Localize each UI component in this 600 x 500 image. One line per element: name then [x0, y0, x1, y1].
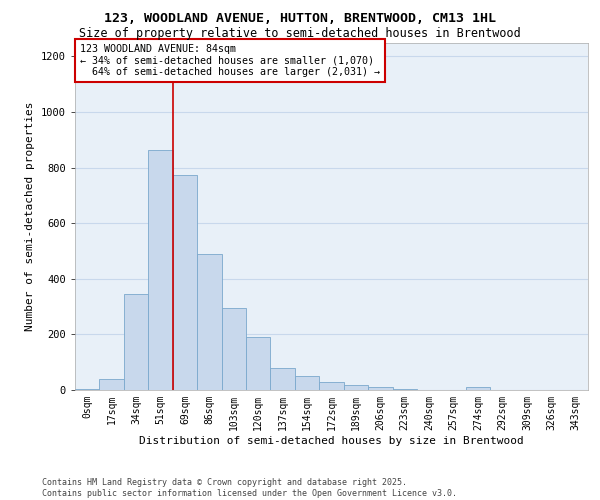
- Y-axis label: Number of semi-detached properties: Number of semi-detached properties: [25, 102, 35, 331]
- Bar: [197, 254, 221, 390]
- Text: 123, WOODLAND AVENUE, HUTTON, BRENTWOOD, CM13 1HL: 123, WOODLAND AVENUE, HUTTON, BRENTWOOD,…: [104, 12, 496, 26]
- Bar: [344, 385, 368, 390]
- Bar: [246, 337, 271, 390]
- Bar: [75, 388, 100, 390]
- Bar: [368, 387, 392, 390]
- Bar: [319, 382, 344, 390]
- Bar: [271, 368, 295, 390]
- Bar: [392, 389, 417, 390]
- Text: Contains HM Land Registry data © Crown copyright and database right 2025.
Contai: Contains HM Land Registry data © Crown c…: [42, 478, 457, 498]
- X-axis label: Distribution of semi-detached houses by size in Brentwood: Distribution of semi-detached houses by …: [139, 436, 524, 446]
- Text: 123 WOODLAND AVENUE: 84sqm
← 34% of semi-detached houses are smaller (1,070)
  6: 123 WOODLAND AVENUE: 84sqm ← 34% of semi…: [80, 44, 380, 78]
- Bar: [295, 376, 319, 390]
- Bar: [221, 308, 246, 390]
- Bar: [466, 387, 490, 390]
- Bar: [148, 150, 173, 390]
- Bar: [124, 294, 148, 390]
- Bar: [100, 379, 124, 390]
- Bar: [173, 174, 197, 390]
- Text: Size of property relative to semi-detached houses in Brentwood: Size of property relative to semi-detach…: [79, 28, 521, 40]
